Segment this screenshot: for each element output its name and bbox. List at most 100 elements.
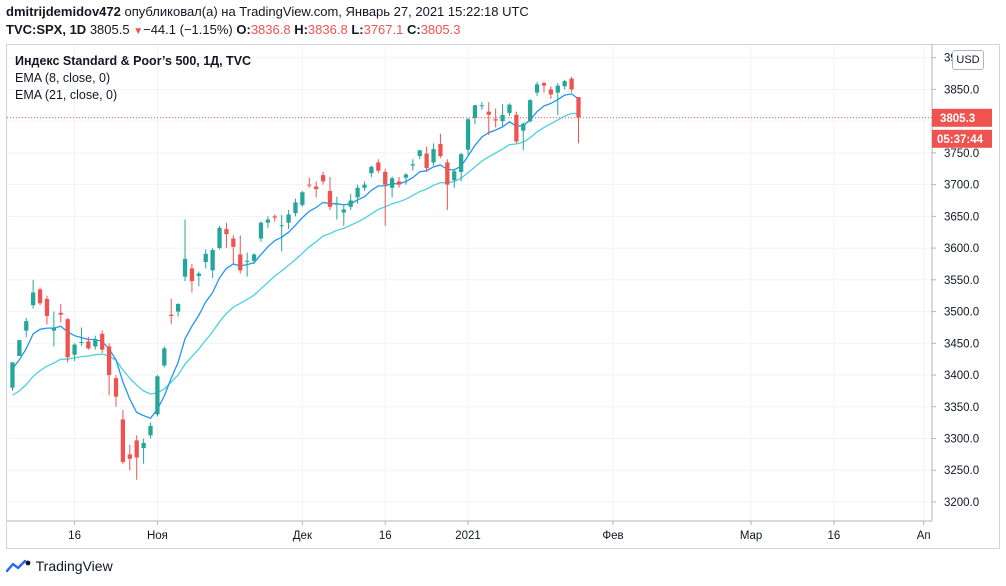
candle — [445, 159, 450, 211]
candle — [238, 235, 243, 274]
candle-body — [217, 227, 222, 249]
price-line-group: 3805.3 05:37:44 — [7, 108, 992, 148]
y-tick-label: 3350.0 — [944, 402, 979, 414]
footer-brand[interactable]: TradingView — [5, 558, 113, 576]
candle — [286, 210, 291, 230]
y-tick-label: 3850.0 — [944, 84, 979, 96]
candle-body — [431, 149, 436, 163]
candle — [521, 122, 526, 151]
candle — [272, 214, 277, 222]
candle — [10, 362, 15, 391]
candle — [189, 263, 195, 293]
candle — [51, 311, 57, 347]
candle-body — [203, 253, 208, 263]
candle — [258, 221, 264, 242]
candle — [465, 117, 471, 155]
candle — [203, 249, 208, 269]
symbol-name: TVC:SPX, 1D — [6, 22, 87, 37]
candle-body — [465, 119, 471, 150]
candle-body — [369, 166, 374, 174]
close-value: 3805.3 — [420, 22, 461, 37]
candle-body — [134, 440, 139, 458]
candle — [106, 343, 112, 396]
candle-body — [396, 181, 402, 185]
candle — [93, 335, 98, 350]
candle — [438, 133, 443, 158]
candle — [217, 225, 222, 250]
candle-body — [541, 83, 547, 86]
candle-body — [141, 442, 146, 449]
y-tick-label: 3250.0 — [944, 465, 979, 477]
ema21-legend[interactable]: EMA (21, close, 0) — [15, 88, 118, 102]
currency-button[interactable]: USD — [952, 50, 984, 70]
candle — [459, 152, 464, 182]
candle-body — [341, 209, 346, 213]
candle-body — [403, 174, 409, 178]
candle-body — [106, 346, 112, 376]
candle-body — [438, 144, 443, 157]
candle — [314, 181, 319, 198]
candle-body — [37, 289, 43, 304]
candle-body — [182, 258, 188, 277]
candle — [17, 340, 22, 356]
candle — [493, 108, 498, 128]
candle — [431, 143, 436, 166]
candle — [31, 279, 36, 309]
ema21-line — [12, 112, 579, 396]
ema8-line — [11, 93, 579, 419]
candle — [162, 346, 167, 368]
candle-body — [355, 187, 360, 198]
candle-body — [31, 292, 36, 306]
x-tick-label: 16 — [68, 530, 81, 542]
candle — [528, 98, 533, 123]
candle — [196, 271, 201, 287]
candle-body — [452, 171, 457, 181]
candle-body — [58, 312, 63, 315]
published-text: опубликовал(а) на TradingView.com, Январ… — [124, 4, 529, 19]
candle-body — [65, 319, 70, 358]
candle — [500, 104, 505, 127]
candle — [486, 102, 491, 136]
countdown-label: 05:37:44 — [937, 134, 984, 146]
candle — [383, 168, 388, 226]
open-label: O: — [236, 22, 251, 37]
chart-title: Индекс Standard & Poor’s 500, 1Д, TVC — [15, 54, 252, 68]
ema8-legend[interactable]: EMA (8, close, 0) — [15, 71, 111, 85]
candle — [327, 177, 333, 211]
high-value: 3836.8 — [307, 22, 348, 37]
candle — [65, 317, 70, 363]
candle — [113, 375, 119, 407]
down-arrow-icon: ▼ — [133, 26, 144, 37]
low-label: L: — [351, 22, 364, 37]
y-tick-label: 3300.0 — [944, 433, 979, 445]
candle — [24, 317, 29, 337]
y-tick-label: 3500.0 — [944, 307, 979, 319]
candle — [251, 253, 257, 264]
candle — [79, 327, 84, 346]
candle-body — [486, 111, 491, 115]
price-change: −44.1 (−1.15%) — [143, 22, 233, 37]
candle-body — [258, 222, 264, 239]
candle-body — [210, 249, 215, 271]
x-tick-label: 16 — [379, 530, 392, 542]
candle-body — [162, 348, 167, 366]
candle — [417, 149, 422, 160]
author-name[interactable]: dmitrijdemidov472 — [6, 4, 121, 19]
y-tick-label: 3600.0 — [944, 243, 979, 255]
candle-body — [528, 100, 533, 122]
open-value: 3836.8 — [250, 22, 291, 37]
candle — [472, 104, 478, 125]
candle — [279, 215, 284, 252]
candle-body — [327, 190, 333, 207]
candle-body — [231, 238, 236, 247]
x-tick-label: Ноя — [147, 530, 168, 542]
candle-body — [548, 89, 554, 95]
candle-body — [383, 171, 388, 185]
ema21-group — [12, 112, 579, 396]
candle — [410, 159, 415, 171]
candle — [479, 102, 484, 110]
candle — [555, 83, 560, 115]
x-tick-label: 16 — [828, 530, 841, 542]
candle-body — [272, 216, 277, 218]
